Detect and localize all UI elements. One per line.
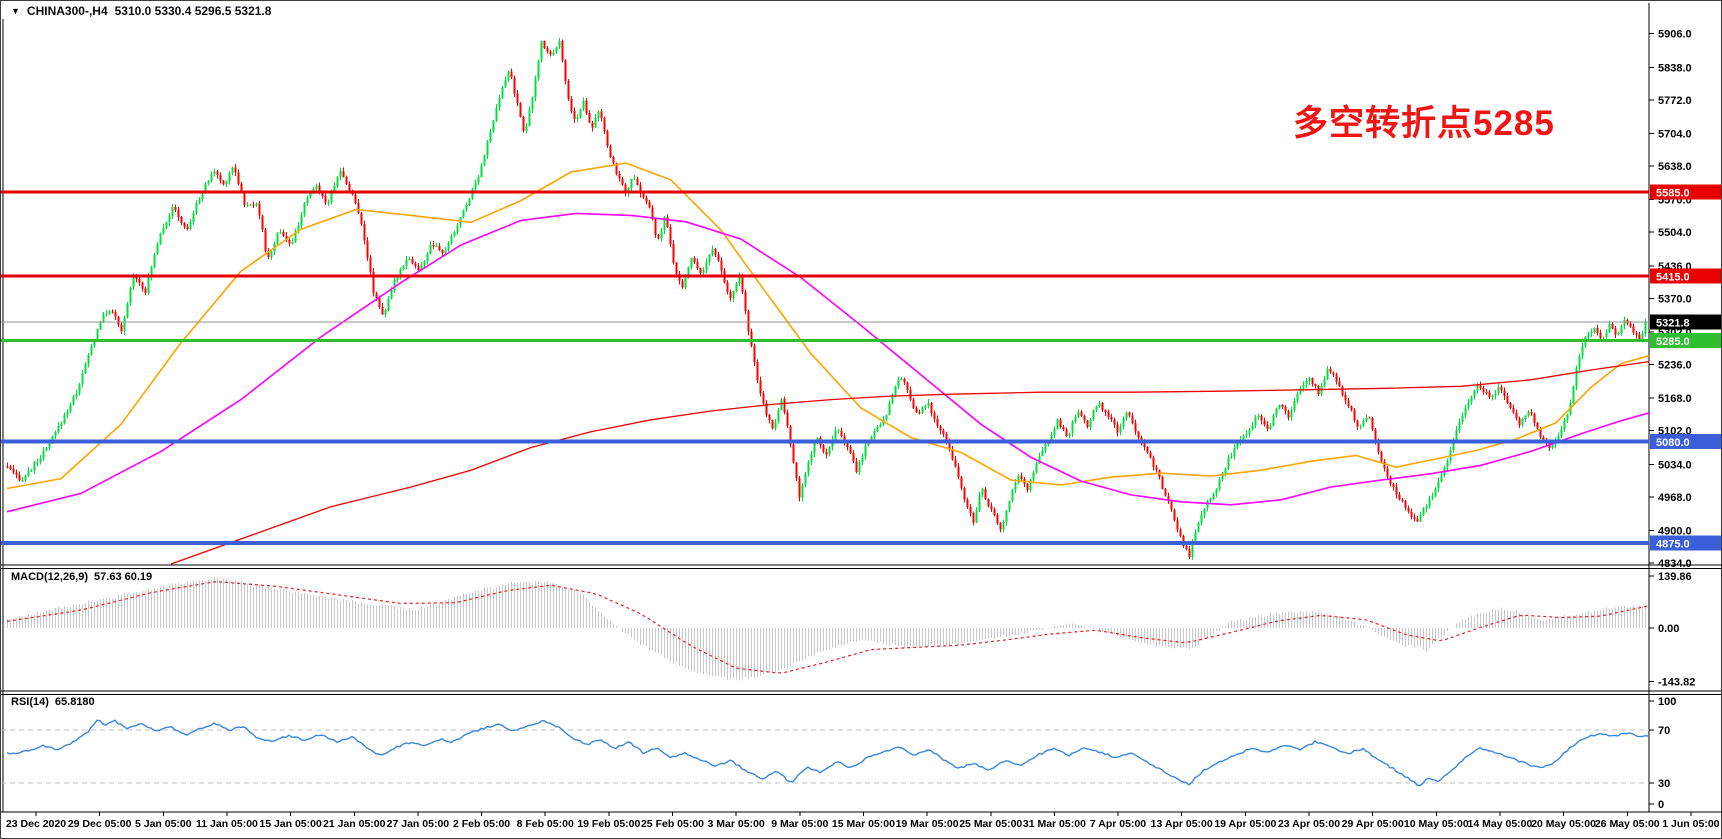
svg-text:19 Mar 05:00: 19 Mar 05:00 (896, 818, 959, 830)
svg-text:5080.0: 5080.0 (1656, 437, 1690, 449)
svg-text:5772.0: 5772.0 (1658, 95, 1692, 107)
svg-text:30: 30 (1658, 778, 1670, 790)
macd-panel-label: MACD(12,26,9) 57.63 60.19 (11, 571, 152, 583)
svg-text:23 Dec 2020: 23 Dec 2020 (6, 818, 66, 830)
svg-text:100: 100 (1658, 696, 1676, 708)
svg-text:5415.0: 5415.0 (1656, 272, 1690, 284)
macd-axis: 139.86 0.00 -143.82 (1649, 571, 1695, 689)
svg-text:4834.0: 4834.0 (1658, 558, 1692, 570)
svg-text:4900.0: 4900.0 (1658, 525, 1692, 537)
svg-text:10 May 05:00: 10 May 05:00 (1404, 818, 1469, 830)
svg-text:29 Dec 05:00: 29 Dec 05:00 (68, 818, 132, 830)
svg-text:0: 0 (1658, 799, 1664, 811)
svg-text:15 Mar 05:00: 15 Mar 05:00 (832, 818, 895, 830)
rsi-level-lines (1, 729, 1649, 784)
svg-text:1 Jun 05:00: 1 Jun 05:00 (1662, 818, 1719, 830)
svg-text:5285.0: 5285.0 (1656, 336, 1690, 348)
macd-histogram (7, 577, 1646, 681)
svg-text:26 May 05:00: 26 May 05:00 (1595, 818, 1660, 830)
chart-symbol-label: CHINA300-,H4 (26, 4, 108, 18)
rsi-line (6, 719, 1649, 787)
current-price-tag: 5321.8 (1650, 314, 1721, 330)
pivot-annotation-text[interactable]: 多空转折点5285 (1293, 104, 1555, 143)
svg-text:5370.0: 5370.0 (1658, 293, 1692, 305)
svg-text:14 May 05:00: 14 May 05:00 (1468, 818, 1533, 830)
macd-indicator-values: 57.63 60.19 (94, 571, 153, 583)
svg-text:7 Apr 05:00: 7 Apr 05:00 (1090, 818, 1146, 830)
rsi-indicator-name: RSI(14) (11, 696, 49, 708)
svg-text:5504.0: 5504.0 (1658, 227, 1692, 239)
svg-text:19 Apr 05:00: 19 Apr 05:00 (1214, 818, 1276, 830)
svg-text:5585.0: 5585.0 (1656, 188, 1690, 200)
svg-text:0.00: 0.00 (1658, 623, 1679, 635)
ma-mid-magenta-line (6, 212, 1650, 513)
svg-text:5704.0: 5704.0 (1658, 128, 1692, 140)
svg-text:8 Feb 05:00: 8 Feb 05:00 (517, 818, 574, 830)
svg-text:2 Feb 05:00: 2 Feb 05:00 (453, 818, 510, 830)
svg-text:25 Mar 05:00: 25 Mar 05:00 (959, 818, 1022, 830)
svg-text:5 Jan 05:00: 5 Jan 05:00 (135, 818, 192, 830)
macd-indicator-name: MACD(12,26,9) (11, 571, 89, 583)
svg-text:3 Mar 05:00: 3 Mar 05:00 (708, 818, 765, 830)
svg-text:5638.0: 5638.0 (1658, 161, 1692, 173)
rsi-axis: 100 70 30 0 (1649, 696, 1676, 811)
svg-text:5321.8: 5321.8 (1656, 318, 1690, 330)
chart-title-bar: ▼ CHINA300-,H4 5310.0 5330.4 5296.5 5321… (11, 4, 271, 18)
svg-text:15 Jan 05:00: 15 Jan 05:00 (259, 818, 322, 830)
ma-fast-orange-line (6, 162, 1650, 490)
svg-text:13 Apr 05:00: 13 Apr 05:00 (1151, 818, 1213, 830)
svg-text:31 Mar 05:00: 31 Mar 05:00 (1023, 818, 1086, 830)
svg-text:5906.0: 5906.0 (1658, 29, 1692, 41)
svg-text:27 Jan 05:00: 27 Jan 05:00 (387, 818, 450, 830)
level-price-tag-4875: 4875.0 (1650, 535, 1721, 551)
svg-text:5168.0: 5168.0 (1658, 393, 1692, 405)
level-price-tag-5080: 5080.0 (1650, 434, 1721, 450)
macd-signal-line (6, 581, 1648, 674)
level-price-tag-5415: 5415.0 (1650, 268, 1721, 284)
svg-text:139.86: 139.86 (1658, 571, 1692, 583)
svg-text:23 Apr 05:00: 23 Apr 05:00 (1278, 818, 1340, 830)
svg-text:5034.0: 5034.0 (1658, 459, 1692, 471)
rsi-indicator-value: 65.8180 (54, 696, 95, 708)
candlestick-series (6, 37, 1647, 561)
chart-ohlc-values: 5310.0 5330.4 5296.5 5321.8 (114, 4, 272, 18)
svg-text:19 Feb 05:00: 19 Feb 05:00 (577, 818, 640, 830)
level-price-tag-5285: 5285.0 (1650, 332, 1721, 348)
svg-text:9 Mar 05:00: 9 Mar 05:00 (771, 818, 828, 830)
time-axis: 23 Dec 2020 29 Dec 05:00 5 Jan 05:00 11 Jan… (6, 812, 1720, 830)
svg-text:-143.82: -143.82 (1658, 677, 1695, 689)
svg-text:11 Jan 05:00: 11 Jan 05:00 (196, 818, 258, 830)
rsi-panel-label: RSI(14) 65.8180 (11, 696, 95, 708)
svg-text:21 Jan 05:00: 21 Jan 05:00 (323, 818, 386, 830)
symbol-dropdown-icon[interactable]: ▼ (11, 5, 20, 16)
ma-slow-red-line (170, 360, 1650, 565)
level-price-tag-5585: 5585.0 (1650, 184, 1721, 200)
svg-text:20 May 05:00: 20 May 05:00 (1531, 818, 1596, 830)
svg-text:4968.0: 4968.0 (1658, 492, 1692, 504)
svg-text:29 Apr 05:00: 29 Apr 05:00 (1342, 818, 1404, 830)
svg-text:4875.0: 4875.0 (1656, 538, 1690, 550)
svg-text:5236.0: 5236.0 (1658, 360, 1692, 372)
svg-text:5838.0: 5838.0 (1658, 62, 1692, 74)
svg-text:70: 70 (1658, 725, 1670, 737)
svg-text:25 Feb 05:00: 25 Feb 05:00 (641, 818, 704, 830)
